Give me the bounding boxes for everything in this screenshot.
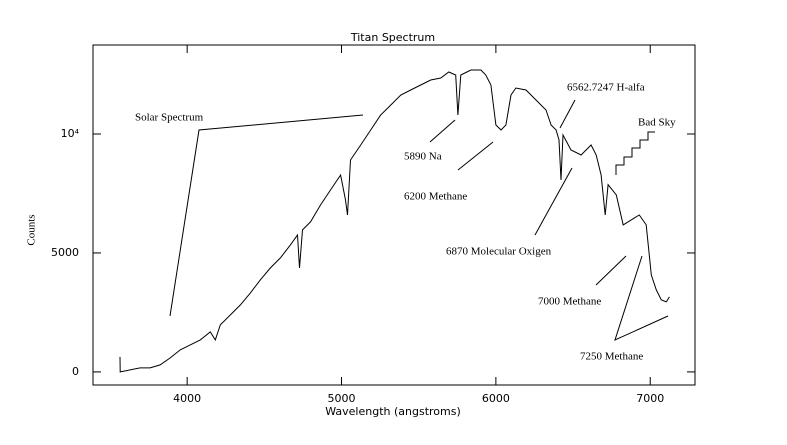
annotation-line: [615, 131, 655, 175]
annotation: 5890 Na: [404, 151, 442, 163]
x-tick-label: 5000: [328, 392, 356, 405]
annotation: 7250 Methane: [580, 351, 643, 363]
annotation-line: [559, 99, 576, 129]
x-tick-label: 4000: [173, 392, 201, 405]
annotation-line: [534, 167, 573, 236]
y-tick-label: 10⁴: [61, 127, 80, 140]
y-tick-label: 0: [72, 365, 79, 378]
y-axis-label: Counts: [26, 214, 38, 245]
spectrum-line: [119, 69, 670, 373]
annotation: 7000 Methane: [538, 296, 601, 308]
annotation-line: [429, 119, 456, 143]
annotation: 6200 Methane: [404, 191, 467, 203]
chart-title: Titan Spectrum: [350, 31, 435, 44]
x-axis-label: Wavelength (angstroms): [325, 405, 461, 418]
annotation-line: [457, 141, 494, 171]
annotation: Bad Sky: [638, 117, 676, 129]
x-tick-label: 6000: [482, 392, 510, 405]
annotation-line: [169, 114, 364, 317]
x-tick-label: 7000: [636, 392, 664, 405]
annotation: 6870 Molecular Oxigen: [446, 246, 552, 258]
annotation: Solar Spectrum: [135, 112, 204, 124]
y-tick-label: 5000: [51, 246, 79, 259]
annotation-line: [614, 255, 669, 341]
plot-frame: [92, 44, 696, 386]
annotation: 6562.7247 H-alfa: [567, 82, 645, 94]
annotation-line: [595, 255, 627, 286]
